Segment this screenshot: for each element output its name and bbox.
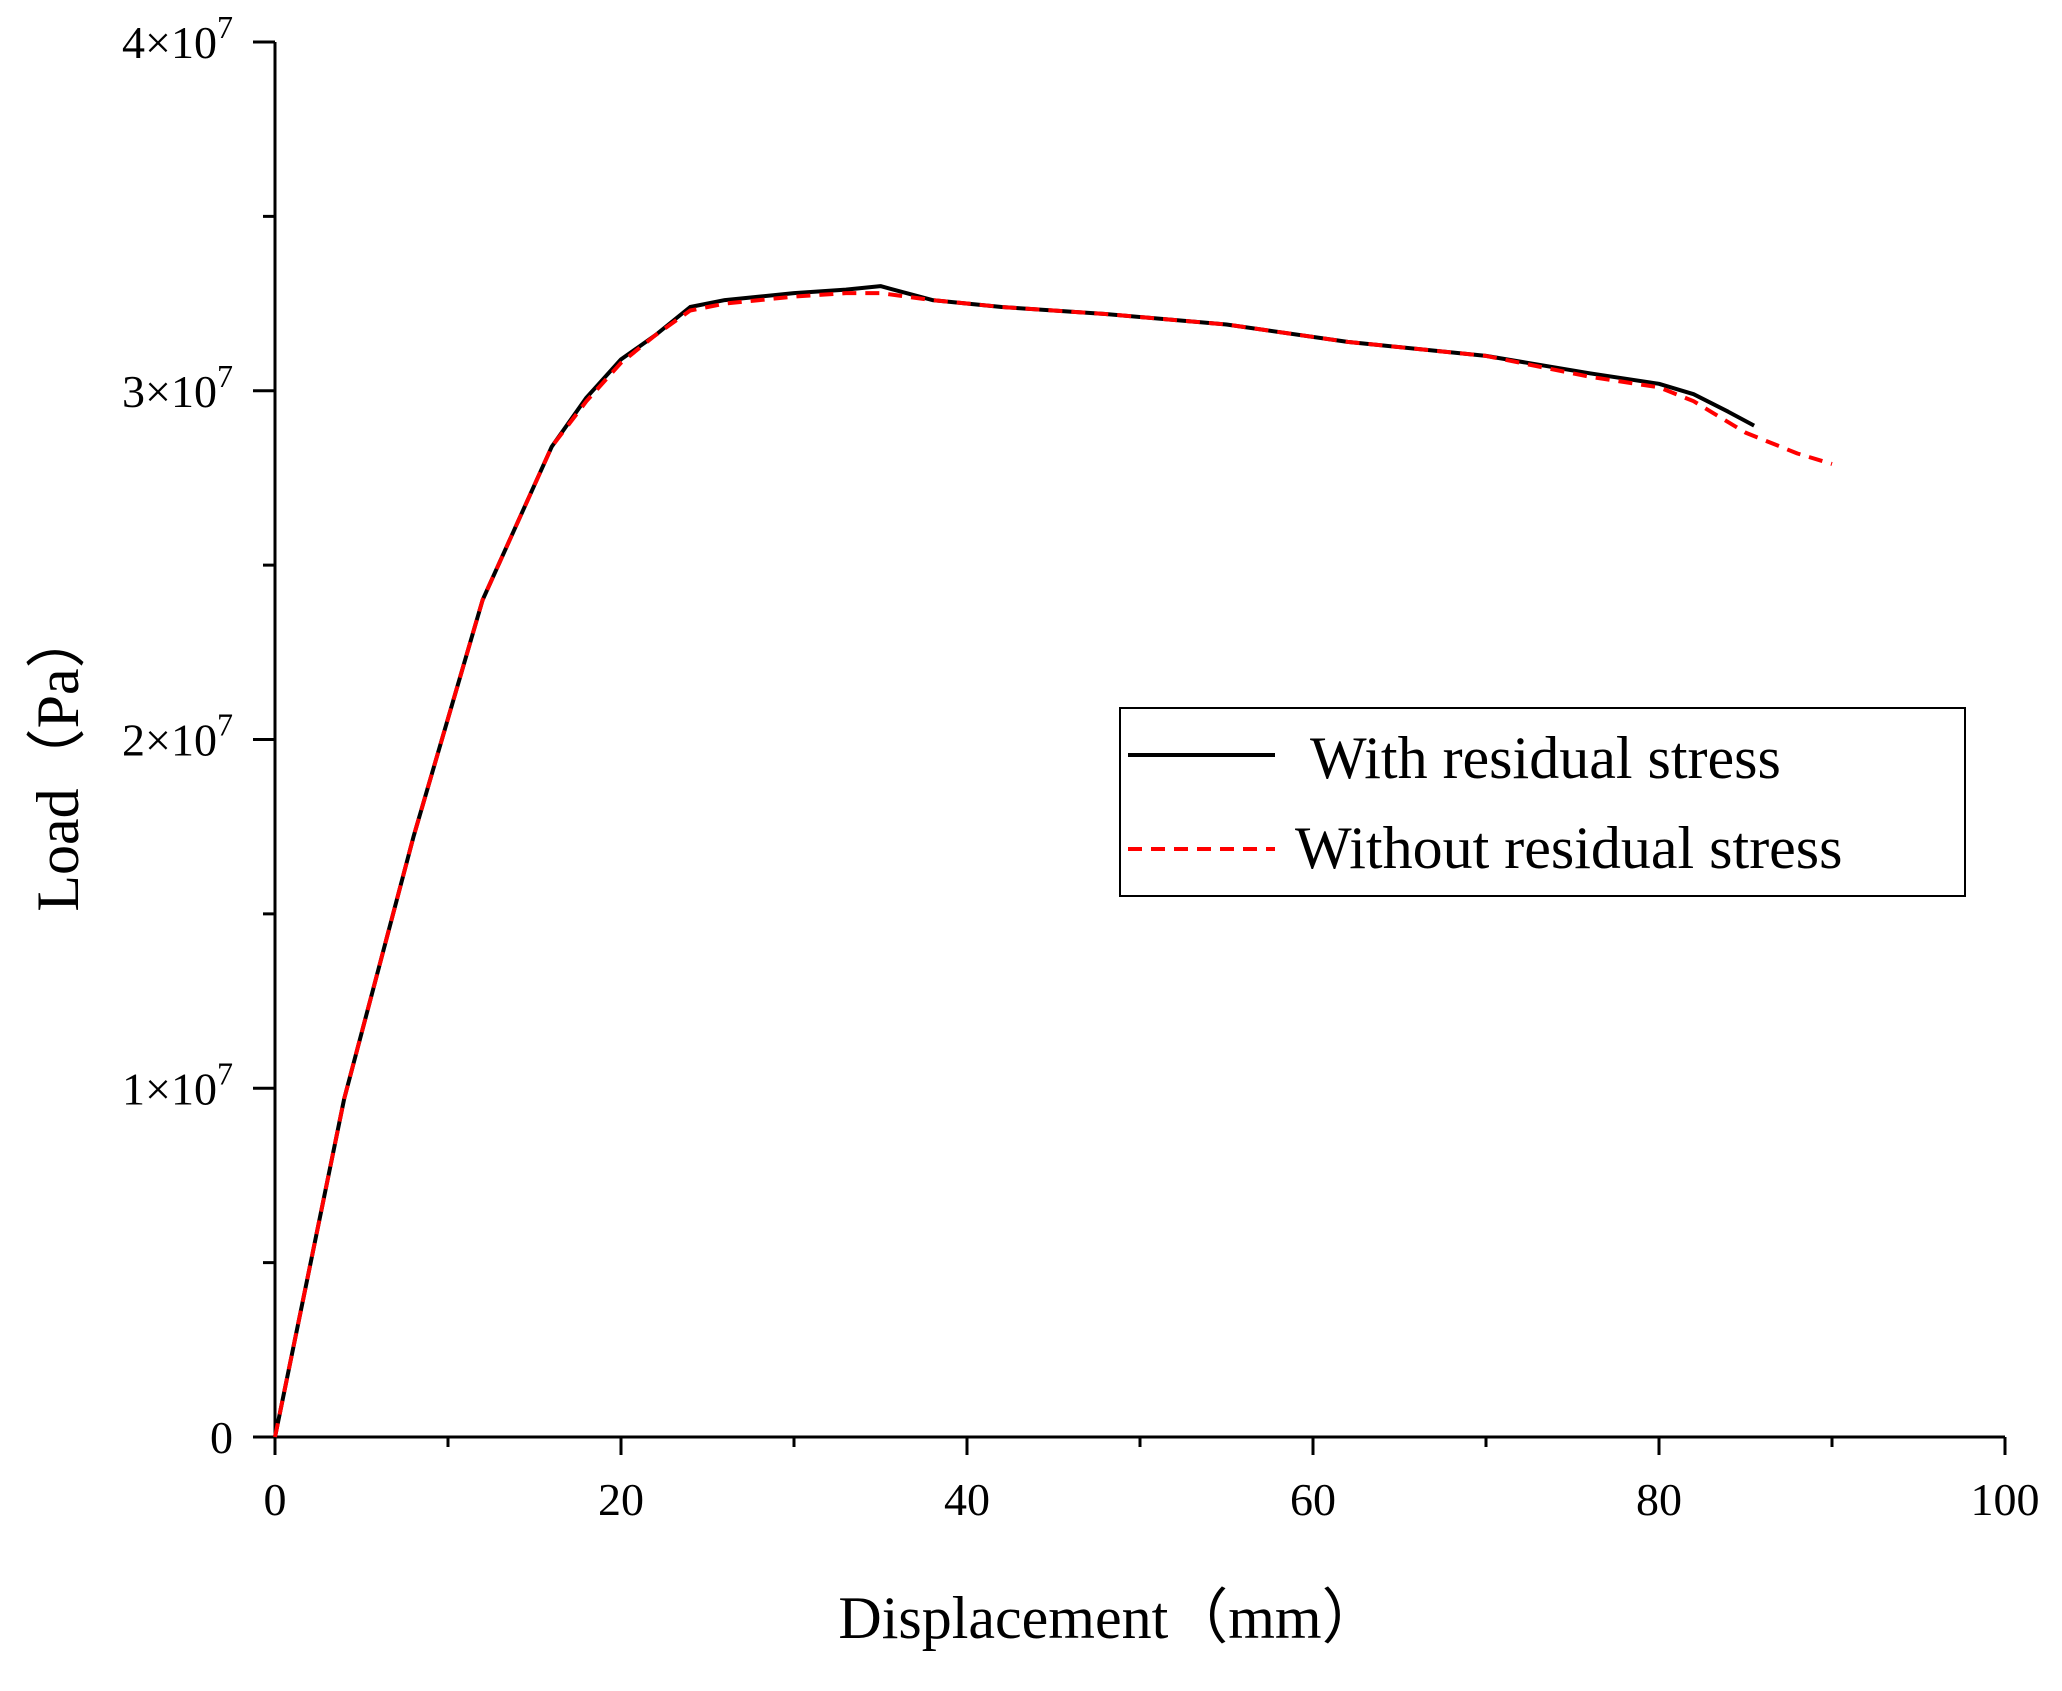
tick-labels: 0 20 40 60 80 100 0 1×107 2×107 3×107 4×107 — [122, 9, 2039, 1525]
series-line-with-residual-stress — [273, 284, 1756, 1438]
x-tick-label: 60 — [1290, 1474, 1336, 1525]
legend-label-with-residual: With residual stress — [1310, 725, 1781, 791]
y-axis-title: Load（Pa） — [25, 608, 91, 911]
x-tick-label: 40 — [944, 1474, 990, 1525]
series-line-without-residual-stress — [273, 291, 1833, 1438]
x-axis-title: Displacement（mm） — [838, 1585, 1381, 1651]
x-tick-label: 20 — [598, 1474, 644, 1525]
axes — [253, 40, 2007, 1455]
y-tick-label: 3×107 — [122, 358, 233, 417]
x-tick-label: 0 — [264, 1474, 287, 1525]
y-tick-label: 4×107 — [122, 9, 233, 68]
y-tick-label: 0 — [210, 1412, 233, 1463]
x-tick-label: 100 — [1971, 1474, 2040, 1525]
x-tick-label: 80 — [1636, 1474, 1682, 1525]
legend: With residual stress Without residual st… — [1119, 707, 1966, 897]
y-tick-label: 2×107 — [122, 707, 233, 766]
legend-box — [1119, 707, 1966, 897]
series-lines — [273, 284, 1833, 1438]
y-tick-label: 1×107 — [122, 1055, 233, 1114]
legend-label-without-residual: Without residual stress — [1295, 815, 1843, 881]
